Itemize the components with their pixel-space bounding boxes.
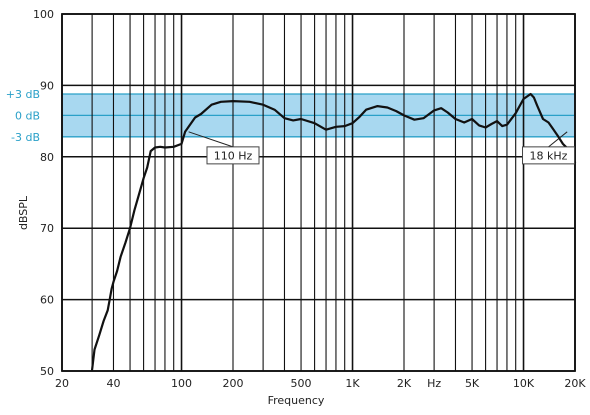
x-tick-label: 20K (564, 377, 586, 390)
callout-label: 18 kHz (530, 149, 568, 162)
x-tick-label: 2K (397, 377, 412, 390)
x-tick-labels: 20 40 100 200 500 1K 2K Hz 5K 10K 20K (55, 377, 586, 390)
y-tick-labels: 50 60 70 80 90 100 (33, 8, 54, 378)
band-label-upper: +3 dB (6, 88, 40, 101)
band-label-lower: -3 dB (11, 131, 40, 144)
y-tick-label: 60 (40, 294, 54, 307)
x-tick-label: 40 (106, 377, 120, 390)
y-tick-label: 80 (40, 151, 54, 164)
response-curve-group (90, 92, 577, 371)
response-curve-line (90, 92, 577, 371)
callout-label: 110 Hz (214, 149, 253, 162)
annotation-callout: 18 kHz (522, 131, 576, 165)
callout-leader (548, 131, 568, 148)
band-labels: +3 dB 0 dB -3 dB (6, 88, 40, 144)
band-label-center: 0 dB (15, 109, 40, 122)
y-tick-label: 100 (33, 8, 54, 21)
callout-box (206, 146, 260, 165)
y-tick-label: 70 (40, 222, 54, 235)
x-axis-title: Frequency (268, 394, 325, 407)
x-tick-label: 10K (513, 377, 535, 390)
y-tick-label: 90 (40, 79, 54, 92)
x-tick-label: 500 (291, 377, 312, 390)
callout-leader (188, 131, 234, 148)
x-tick-label: 5K (465, 377, 480, 390)
x-tick-label: 1K (345, 377, 360, 390)
callout-box (522, 146, 576, 165)
x-tick-label: 200 (223, 377, 244, 390)
annotation-callout: 110 Hz (188, 131, 260, 165)
grid-lines (61, 13, 576, 372)
plot-frame (61, 13, 576, 372)
y-tick-label: 50 (40, 365, 54, 378)
y-axis-title: dBSPL (17, 195, 30, 230)
x-tick-label: 20 (55, 377, 69, 390)
plot-border (61, 13, 576, 372)
tolerance-band-group (62, 93, 575, 138)
x-tick-label: Hz (427, 377, 441, 390)
x-tick-label: 100 (171, 377, 192, 390)
annotations: 110 Hz 18 kHz (188, 131, 576, 165)
